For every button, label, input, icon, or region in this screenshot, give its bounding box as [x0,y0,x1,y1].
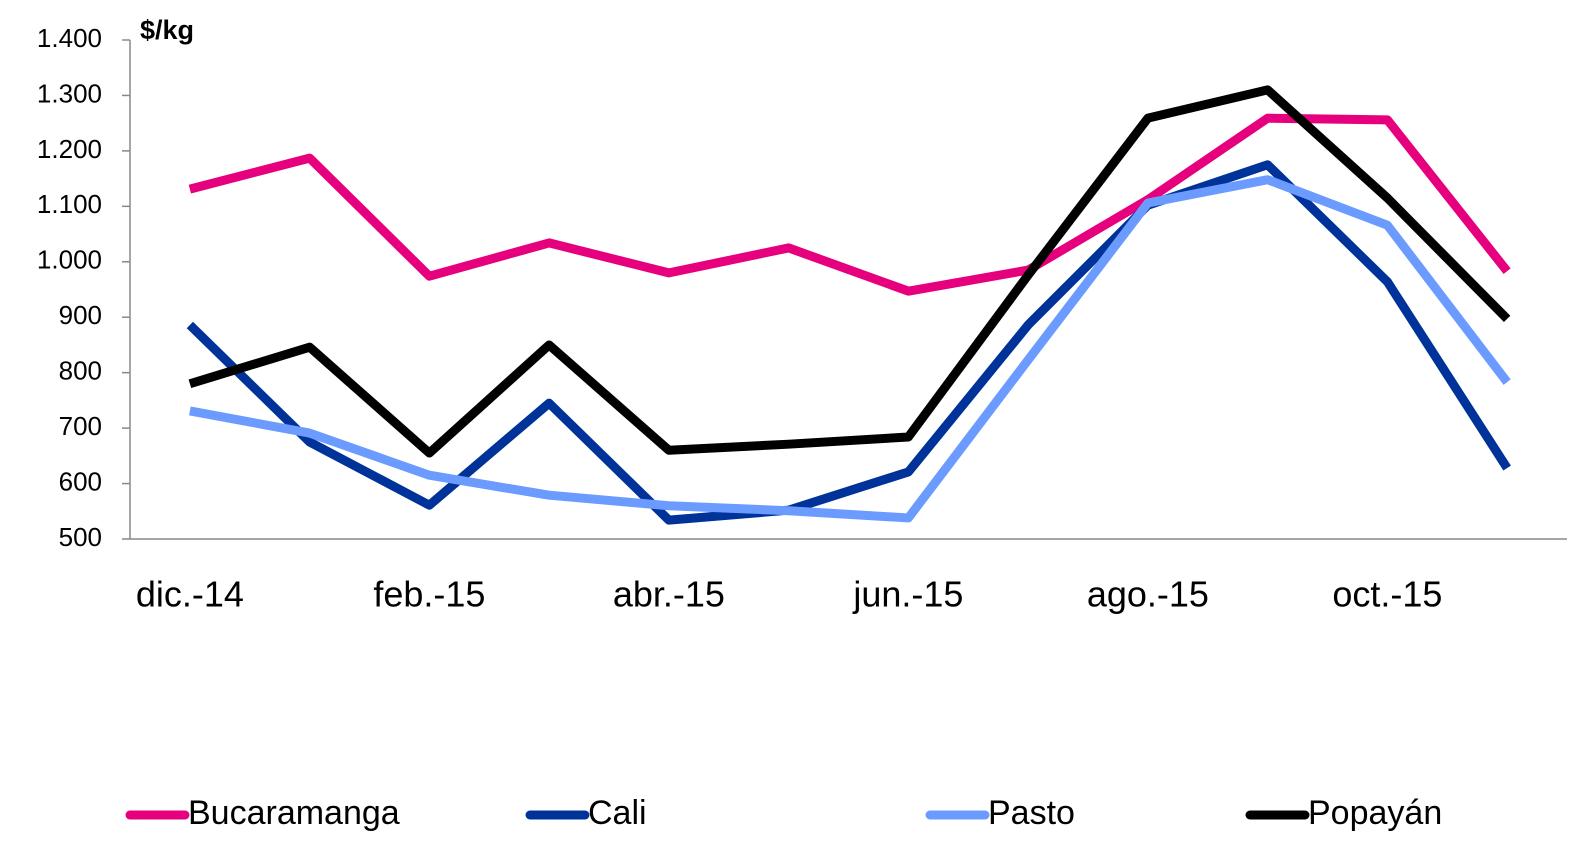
y-tick-label: 900 [59,300,102,330]
y-tick-label: 1.000 [37,245,102,275]
line-series [186,160,1511,525]
y-tick-label: 1.200 [37,134,102,164]
legend-label: Bucaramanga [188,794,400,832]
y-tick-label: 700 [59,411,102,441]
y-tick-label: 1.300 [37,78,102,108]
line-series [188,113,1511,296]
line-series [189,175,1511,523]
x-tick-label: feb.-15 [373,574,485,615]
x-tick-label: dic.-14 [136,574,244,615]
y-tick-label: 800 [59,356,102,386]
legend-label: Pasto [988,794,1075,832]
x-tick-label: jun.-15 [852,574,963,615]
legend-label: Popayán [1308,794,1442,832]
y-tick-label: 1.400 [37,23,102,53]
y-tick-label: 500 [59,522,102,552]
x-tick-label: ago.-15 [1087,574,1209,615]
legend-label: Cali [588,794,647,832]
y-tick-label: 1.100 [37,189,102,219]
line-series [188,85,1511,458]
x-tick-label: abr.-15 [613,574,725,615]
x-tick-label: oct.-15 [1332,574,1442,615]
y-tick-label: 600 [59,466,102,496]
y-axis-label: $/kg [140,15,194,45]
